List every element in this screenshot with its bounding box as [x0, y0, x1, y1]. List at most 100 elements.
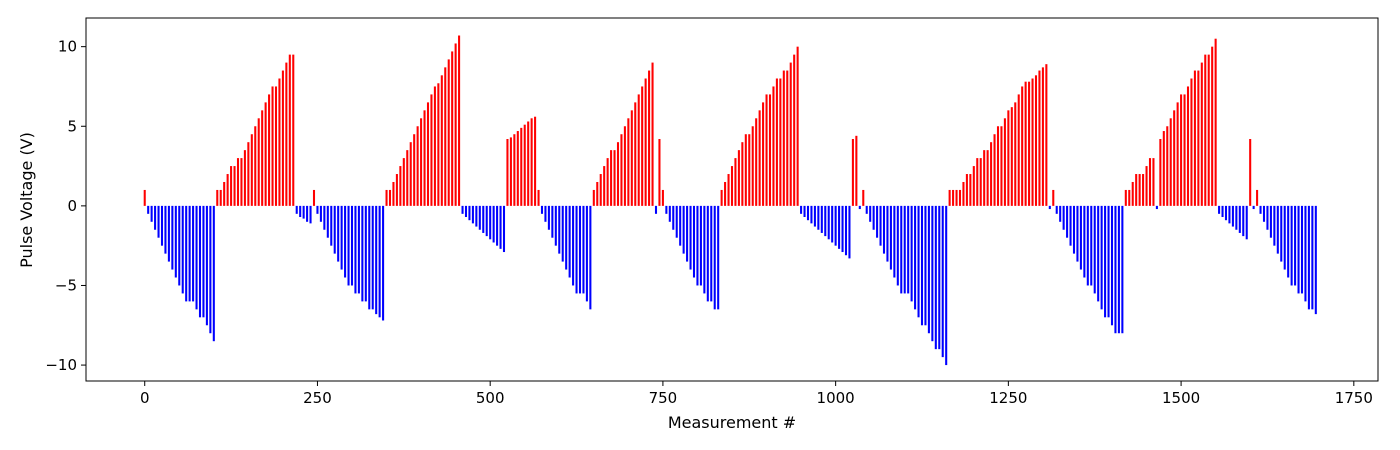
bar [1159, 139, 1162, 206]
bar [295, 205, 298, 214]
bar [1048, 205, 1051, 210]
bar [243, 150, 246, 206]
bar [672, 205, 675, 230]
bar [927, 205, 930, 334]
bar [668, 205, 671, 222]
bar [568, 205, 571, 278]
bar [344, 205, 347, 278]
bar [810, 205, 813, 224]
bar [907, 205, 910, 294]
bar [1117, 205, 1120, 334]
bar [1010, 107, 1013, 206]
bar [350, 205, 354, 286]
bar [575, 205, 578, 294]
bar [572, 205, 575, 286]
bar [1097, 205, 1100, 302]
bar [610, 150, 613, 206]
bar [768, 94, 772, 206]
bar [1107, 205, 1110, 318]
bar [682, 205, 685, 254]
bar [230, 166, 233, 206]
bar [223, 181, 226, 206]
bar [337, 205, 340, 262]
y-tick-label: −5 [55, 276, 77, 294]
bar [934, 205, 937, 350]
bar [1038, 70, 1041, 206]
bar [1069, 205, 1072, 246]
bar [1297, 205, 1300, 294]
bar [513, 134, 516, 206]
bar [1090, 205, 1093, 286]
bar [1218, 205, 1221, 214]
bar [437, 83, 440, 206]
bar [1093, 205, 1096, 294]
bar [1304, 205, 1307, 302]
bar [402, 158, 405, 206]
bar [1059, 205, 1062, 222]
bar [1055, 205, 1058, 214]
bar [817, 205, 820, 230]
bar [827, 205, 830, 240]
bar [979, 158, 982, 206]
bar [727, 174, 730, 206]
bar [147, 205, 150, 214]
bar [1142, 174, 1145, 206]
bar [420, 118, 423, 206]
bar [834, 205, 837, 246]
bar [274, 86, 278, 206]
bar [931, 205, 934, 342]
bar [1169, 118, 1172, 206]
bar [1180, 94, 1183, 206]
bar [613, 150, 616, 206]
bar [416, 126, 419, 206]
bar [1152, 158, 1155, 206]
bar [1221, 205, 1224, 218]
bar [1311, 205, 1314, 310]
bar [724, 181, 727, 206]
bar [226, 174, 229, 206]
bar [209, 205, 212, 334]
bar [1145, 166, 1148, 206]
bar [316, 205, 319, 214]
bar [1034, 75, 1038, 206]
bar [838, 205, 841, 249]
bar [1072, 205, 1076, 254]
bar [261, 110, 264, 206]
bar [382, 205, 385, 321]
bar [751, 126, 754, 206]
bar [478, 205, 481, 230]
bar [330, 205, 333, 246]
bars [143, 35, 1317, 366]
bar [482, 205, 485, 233]
bar [862, 189, 865, 206]
bar [178, 205, 181, 286]
bar [1186, 86, 1190, 206]
bar [354, 205, 357, 294]
bar [192, 205, 195, 302]
bar [803, 205, 806, 218]
bar [1124, 189, 1127, 206]
bar [858, 205, 861, 210]
bar [299, 205, 302, 218]
bar [340, 205, 343, 270]
bar [1138, 174, 1141, 206]
bar [762, 102, 765, 206]
bar [848, 205, 851, 259]
bar [627, 118, 630, 206]
bar [150, 205, 153, 222]
bar [1283, 205, 1286, 270]
bar [1300, 205, 1304, 294]
bar [371, 205, 374, 310]
bar [1290, 205, 1293, 286]
bar [433, 86, 436, 206]
bar [395, 174, 398, 206]
bar [1076, 205, 1079, 262]
bar [1214, 38, 1217, 206]
bar [654, 205, 658, 214]
bar [1314, 205, 1317, 315]
bar [793, 54, 796, 206]
bar [658, 139, 661, 206]
bar [969, 174, 972, 206]
x-axis: 0 250 500 750 1000 1250 1500 1750 [140, 381, 1373, 407]
bar [1079, 205, 1082, 270]
